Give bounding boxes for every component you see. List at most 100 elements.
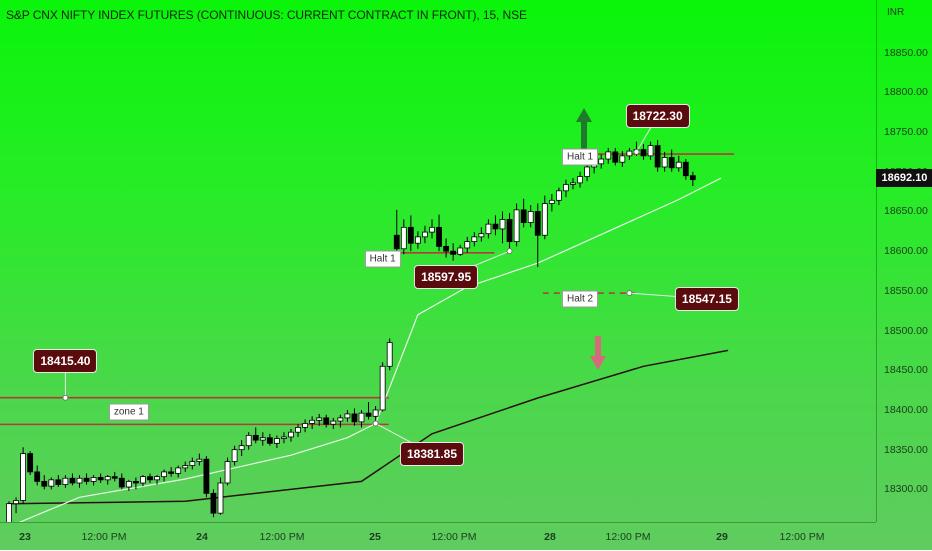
candle-body (605, 151, 612, 160)
time-tick-label: 12:00 PM (259, 531, 305, 543)
candle-body (309, 419, 316, 424)
candle-body (344, 413, 351, 419)
candle-body (640, 149, 647, 157)
candle-body (513, 209, 520, 243)
candle-body (492, 223, 499, 230)
price-tick-label: 18450.00 (884, 364, 928, 377)
text-note: Halt 1 (561, 148, 599, 166)
candle-body (118, 477, 125, 488)
candle-body (689, 175, 696, 181)
candle-body (154, 476, 160, 481)
candle-body (499, 218, 506, 230)
annotation-anchor (633, 148, 640, 155)
candle-body (548, 199, 555, 204)
plot-area[interactable]: S&P CNX NIFTY INDEX FUTURES (CONTINUOUS:… (0, 0, 876, 522)
candle-body (457, 247, 464, 255)
candle-body (273, 438, 280, 444)
candle-body (147, 476, 153, 481)
candle-body (372, 409, 379, 417)
candle-body (563, 184, 569, 192)
candle-body (478, 233, 485, 238)
annotation-anchor (626, 290, 633, 297)
candle-body (161, 471, 168, 478)
candle-body (175, 467, 182, 474)
candle-body (351, 413, 358, 423)
candle-body (245, 434, 252, 447)
candle-body (55, 479, 62, 485)
candle-body (422, 231, 428, 238)
price-callout: 18415.40 (33, 348, 98, 373)
annotation-anchor (372, 420, 379, 427)
time-tick-label: 28 (544, 531, 556, 543)
candle-body (668, 157, 675, 169)
candle-body (182, 465, 189, 469)
candle-body (189, 461, 196, 466)
candle-body (62, 477, 69, 485)
candle-body (464, 241, 471, 249)
candle-body (626, 150, 633, 157)
price-callout: 18597.95 (414, 265, 479, 290)
candle-body (337, 417, 344, 422)
candle-body (541, 203, 548, 236)
candle-body (140, 476, 146, 484)
time-tick-label: 25 (369, 531, 381, 543)
candle-body (203, 458, 210, 494)
candle-body (316, 417, 323, 421)
arrow-up-icon (576, 108, 592, 150)
candle-body (661, 157, 668, 168)
candle-body (436, 226, 442, 247)
candle-body (97, 477, 104, 481)
time-tick-label: 12:00 PM (81, 531, 127, 543)
candle-body (224, 461, 231, 484)
candle-body (407, 226, 414, 244)
text-note: zone 1 (108, 403, 149, 421)
candle-body (266, 437, 273, 444)
price-tick-label: 18650.00 (884, 205, 928, 218)
candle-body (682, 161, 689, 177)
fast-moving-average (18, 177, 722, 522)
candle-body (281, 436, 287, 439)
candle-body (675, 161, 682, 169)
candle-body (386, 342, 393, 367)
candle-body (48, 479, 55, 487)
last-price-badge: 18692.10 (876, 169, 932, 188)
candle-body (584, 166, 590, 177)
candle-body (527, 211, 534, 223)
candle-body (570, 182, 576, 185)
candle-body (654, 145, 661, 168)
candle-body (288, 431, 294, 438)
text-note: Halt 1 (364, 250, 401, 268)
candle-body (132, 481, 139, 484)
candle-body (41, 481, 48, 487)
candle-body (365, 412, 372, 417)
candle-body (330, 420, 337, 425)
price-tick-label: 18850.00 (884, 46, 928, 59)
price-tick-label: 18400.00 (884, 403, 928, 416)
candle-body (619, 155, 626, 163)
text-note: Halt 2 (561, 290, 599, 308)
candle-body (13, 500, 19, 505)
candle-body (252, 434, 259, 441)
price-scale[interactable]: INR 18300.00 18350.00 18400.00 18450.00 1850… (876, 0, 932, 522)
time-tick-label: 12:00 PM (605, 531, 651, 543)
price-callout: 18381.85 (399, 441, 465, 466)
price-tick-label: 18800.00 (884, 86, 928, 99)
candle-body (520, 209, 527, 223)
candle-body (647, 145, 654, 157)
arrow-down-icon (590, 336, 606, 370)
chart-title: S&P CNX NIFTY INDEX FUTURES (CONTINUOUS:… (6, 8, 527, 22)
candle-body (76, 477, 83, 484)
annotation-anchor (506, 248, 513, 255)
time-scale[interactable]: 23 12:00 PM 24 12:00 PM 25 12:00 PM 28 12:00 PM… (0, 522, 876, 551)
candle-body (556, 190, 562, 201)
candle-body (217, 482, 224, 514)
candle-body (302, 423, 309, 428)
price-tick-label: 18550.00 (884, 284, 928, 297)
price-callout: 18547.15 (674, 286, 739, 311)
candle-body (485, 223, 492, 235)
candle-body (111, 476, 118, 479)
candle-body (238, 445, 245, 451)
candle-body (612, 151, 619, 163)
time-tick-label: 12:00 PM (431, 531, 477, 543)
